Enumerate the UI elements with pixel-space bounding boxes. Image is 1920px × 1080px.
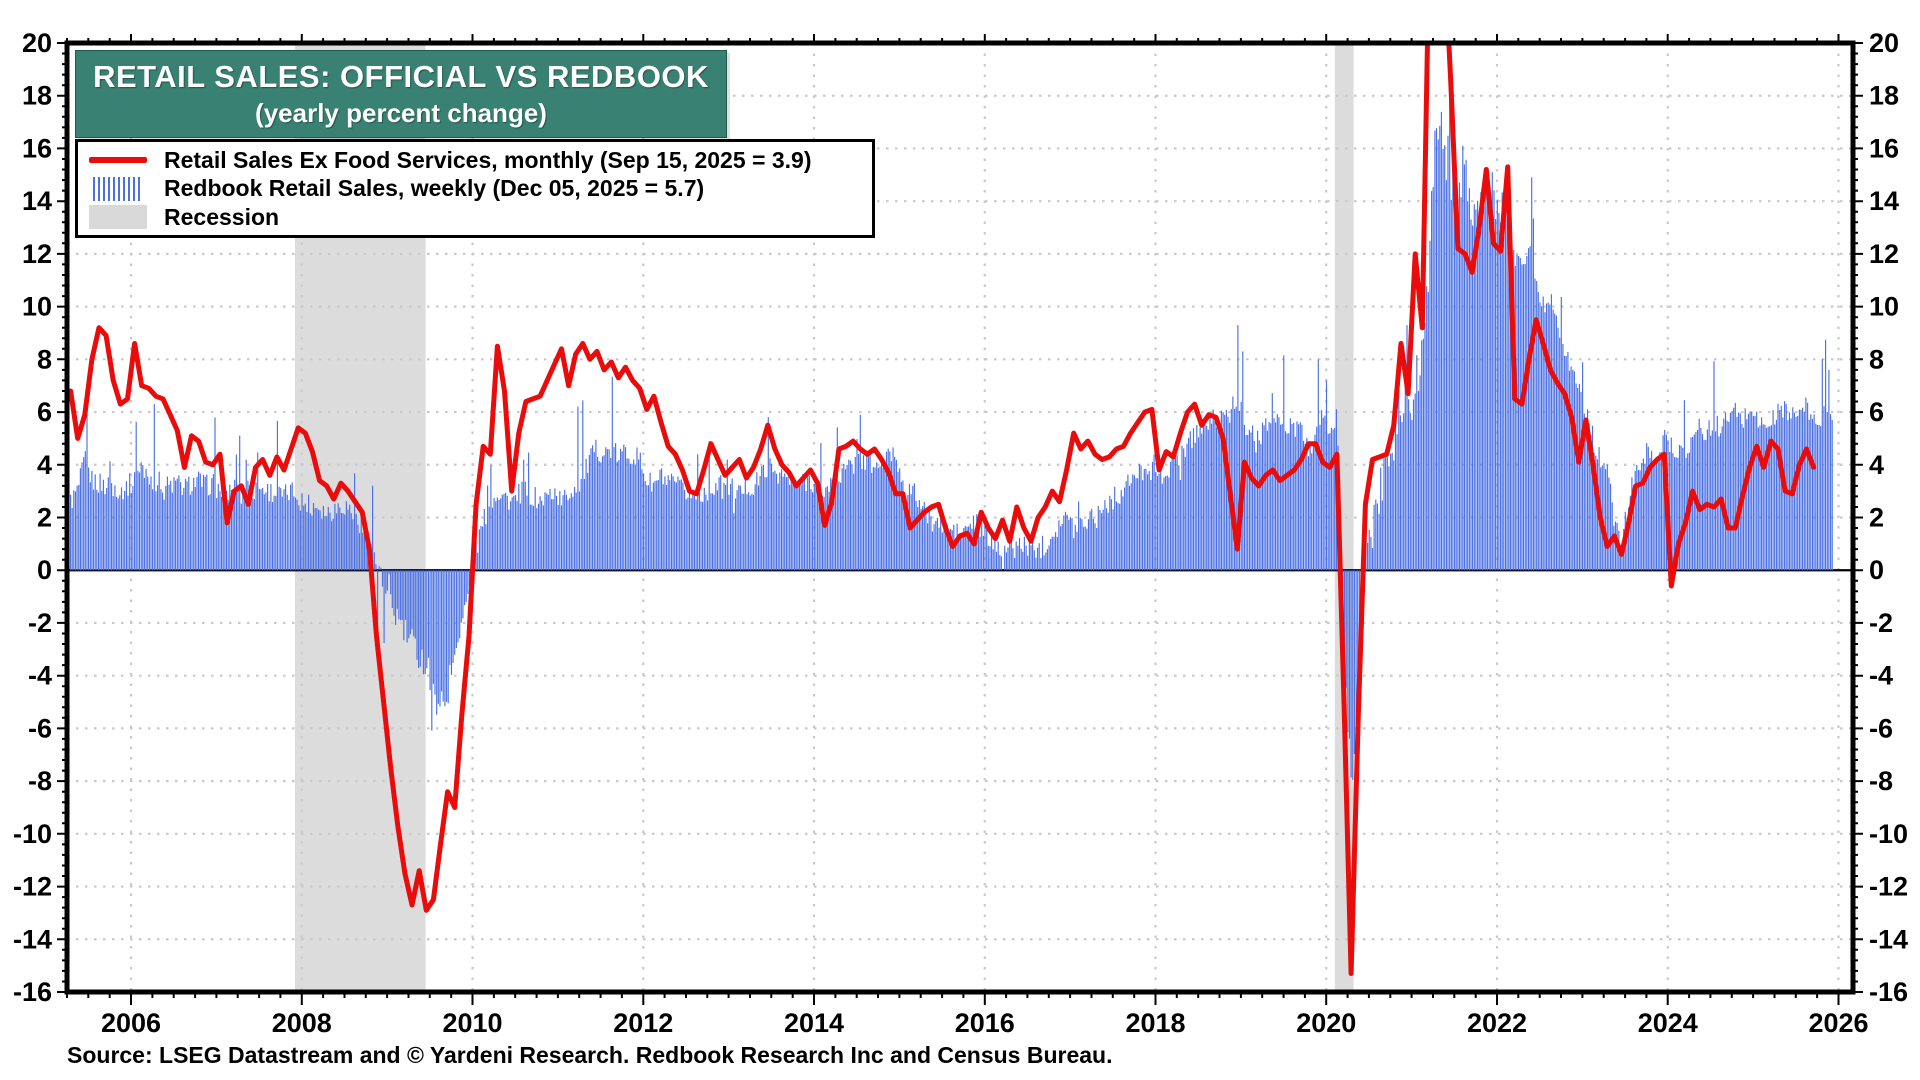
svg-text:-16: -16 xyxy=(13,977,52,1007)
svg-text:-4: -4 xyxy=(28,661,52,691)
svg-text:-12: -12 xyxy=(13,872,52,902)
svg-text:-2: -2 xyxy=(28,608,52,638)
legend: Retail Sales Ex Food Services, monthly (… xyxy=(75,139,875,238)
svg-text:0: 0 xyxy=(1869,555,1884,585)
svg-text:2016: 2016 xyxy=(955,1008,1015,1038)
svg-text:16: 16 xyxy=(1869,133,1899,163)
svg-text:-14: -14 xyxy=(1869,924,1908,954)
chart-subtitle: (yearly percent change) xyxy=(255,98,547,128)
svg-text:-6: -6 xyxy=(28,713,52,743)
svg-text:-14: -14 xyxy=(13,924,52,954)
svg-text:2012: 2012 xyxy=(613,1008,673,1038)
svg-text:-10: -10 xyxy=(1869,819,1908,849)
svg-text:10: 10 xyxy=(22,292,52,322)
svg-text:6: 6 xyxy=(1869,397,1884,427)
svg-text:12: 12 xyxy=(22,239,52,269)
x-axis-labels: 2006 2008 2010 2012 2014 2016 2018 2020 2022 2024… xyxy=(101,1008,1869,1038)
svg-text:18: 18 xyxy=(22,81,52,111)
svg-text:18: 18 xyxy=(1869,81,1899,111)
svg-text:2008: 2008 xyxy=(272,1008,332,1038)
legend-label: Recession xyxy=(164,203,280,230)
svg-text:2022: 2022 xyxy=(1467,1008,1527,1038)
gray-rect-swatch-icon xyxy=(86,205,150,229)
svg-text:2: 2 xyxy=(37,503,52,533)
legend-item-official: Retail Sales Ex Food Services, monthly (… xyxy=(86,147,864,174)
svg-text:4: 4 xyxy=(37,450,52,480)
svg-text:2: 2 xyxy=(1869,503,1884,533)
svg-text:2006: 2006 xyxy=(101,1008,161,1038)
chart-title-box: RETAIL SALES: OFFICIAL VS REDBOOK (yearl… xyxy=(75,50,727,138)
svg-text:-2: -2 xyxy=(1869,608,1893,638)
svg-text:-16: -16 xyxy=(1869,977,1908,1007)
svg-text:16: 16 xyxy=(22,133,52,163)
svg-text:14: 14 xyxy=(22,186,52,216)
legend-label: Redbook Retail Sales, weekly (Dec 05, 20… xyxy=(164,175,705,201)
svg-text:20: 20 xyxy=(1869,28,1899,58)
svg-text:10: 10 xyxy=(1869,292,1899,322)
legend-label: Retail Sales Ex Food Services, monthly (… xyxy=(164,146,812,173)
svg-text:-12: -12 xyxy=(1869,872,1908,902)
svg-text:20: 20 xyxy=(22,28,52,58)
svg-text:2020: 2020 xyxy=(1296,1008,1356,1038)
svg-text:-6: -6 xyxy=(1869,713,1893,743)
redbook-weekly-bars xyxy=(70,43,1833,780)
source-attribution: Source: LSEG Datastream and © Yardeni Re… xyxy=(67,1042,1113,1068)
legend-item-recession: Recession xyxy=(86,204,864,231)
svg-text:2026: 2026 xyxy=(1808,1008,1868,1038)
official-retail-sales-line xyxy=(68,43,1817,976)
blue-bars-swatch-icon xyxy=(86,176,150,201)
svg-text:-4: -4 xyxy=(1869,661,1893,691)
svg-text:2014: 2014 xyxy=(784,1008,844,1038)
svg-text:0: 0 xyxy=(37,555,52,585)
svg-text:2010: 2010 xyxy=(442,1008,502,1038)
svg-text:-8: -8 xyxy=(1869,766,1893,796)
svg-text:2018: 2018 xyxy=(1125,1008,1185,1038)
svg-text:-10: -10 xyxy=(13,819,52,849)
legend-item-redbook: Redbook Retail Sales, weekly (Dec 05, 20… xyxy=(86,175,864,202)
svg-text:-8: -8 xyxy=(28,766,52,796)
red-line-swatch-icon xyxy=(86,157,150,163)
svg-text:6: 6 xyxy=(37,397,52,427)
svg-text:12: 12 xyxy=(1869,239,1899,269)
svg-text:8: 8 xyxy=(37,344,52,374)
svg-text:8: 8 xyxy=(1869,344,1884,374)
svg-text:14: 14 xyxy=(1869,186,1899,216)
svg-text:4: 4 xyxy=(1869,450,1884,480)
axis-ticks xyxy=(57,34,1863,1005)
svg-text:2024: 2024 xyxy=(1638,1008,1698,1038)
chart-title: RETAIL SALES: OFFICIAL VS REDBOOK xyxy=(93,59,709,94)
